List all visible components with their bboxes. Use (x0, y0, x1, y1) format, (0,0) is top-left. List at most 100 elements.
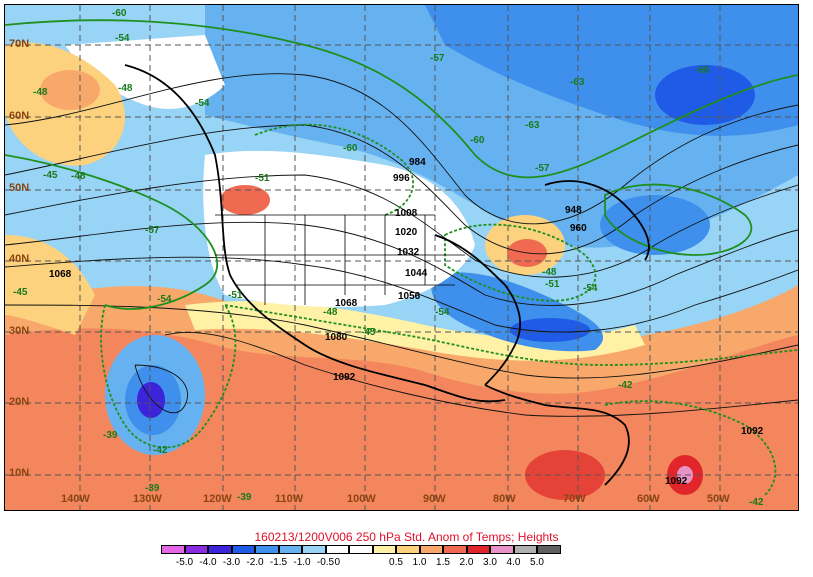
anomaly-label: -42 (618, 380, 633, 391)
colorbar-label: -5.0 (175, 557, 194, 568)
anomaly-contour-1 (5, 19, 798, 179)
lat-label: 30N (9, 325, 30, 337)
lat-label: 60N (9, 110, 30, 122)
anomaly-label: -54 (435, 307, 450, 318)
height-contour-3 (5, 174, 798, 278)
height-contour-low (134, 364, 188, 414)
anomaly-label: -57 (535, 163, 550, 174)
anomaly-contour-5 (444, 223, 597, 302)
anomaly-label: -54 (195, 98, 210, 109)
colorbar (161, 545, 561, 554)
lat-label: 50N (9, 182, 30, 194)
anomaly-label: -54 (115, 33, 130, 44)
anomaly-label: -54 (583, 283, 598, 294)
anomaly-label: -45 (13, 287, 28, 298)
anomaly-label: -63 (570, 77, 585, 88)
colorbar-swatch (443, 545, 467, 554)
colorbar-swatch (302, 545, 326, 554)
height-contour-2 (5, 124, 798, 255)
anomaly-label: -45 (43, 170, 58, 181)
lon-label: 90W (423, 493, 446, 505)
anomaly-label: -48 (542, 267, 557, 278)
colorbar-swatch (231, 545, 255, 554)
anomaly-contour-4 (224, 304, 798, 366)
cold-atlantic-low (600, 195, 710, 255)
cold-east-core (510, 318, 590, 342)
height-contour-4 (5, 221, 798, 306)
warm-alaska-core (40, 70, 100, 110)
lon-label: 70W (563, 493, 586, 505)
anomaly-label: -57 (145, 225, 160, 236)
height-label: 1032 (397, 247, 420, 258)
lon-label: 50W (707, 493, 730, 505)
coastline-canada-east (544, 180, 650, 261)
height-label: 1044 (405, 268, 428, 279)
colorbar-swatch (396, 545, 420, 554)
height-label: 1068 (335, 298, 358, 309)
colorbar-swatch (278, 545, 302, 554)
colorbar-label: 0.5 (389, 557, 403, 568)
anomaly-label: -51 (255, 173, 270, 184)
lat-label: 70N (9, 38, 30, 50)
colorbar-label: 4.0 (506, 557, 521, 568)
map-canvas (5, 5, 798, 510)
height-label: 1020 (395, 227, 418, 238)
height-contour-5 (5, 256, 798, 333)
anomaly-label: -51 (228, 290, 243, 301)
colorbar-label: -2.0 (246, 557, 264, 568)
height-label: 960 (570, 223, 587, 234)
height-label: 1080 (325, 332, 348, 343)
colorbar-swatch (466, 545, 490, 554)
anomaly-label: -45 (361, 327, 376, 338)
anomaly-label: -60 (470, 135, 485, 146)
height-label: 948 (565, 205, 582, 216)
anomaly-label: -39 (103, 430, 118, 441)
anomaly-label: -57 (430, 53, 445, 64)
height-contour-1 (5, 73, 798, 225)
anomaly-label: -39 (237, 492, 252, 503)
colorbar-swatch (325, 545, 349, 554)
lon-label: 120W (203, 493, 232, 505)
anomaly-label: -42 (749, 497, 764, 508)
weather-map: 70N 60N 50N 40N 30N 20N 10N 140W 130W 12… (4, 4, 799, 511)
height-label: 1092 (665, 476, 688, 487)
lat-label: 10N (9, 467, 30, 479)
height-label: 1092 (741, 426, 764, 437)
anomaly-contour-7 (254, 123, 414, 216)
colorbar-label: 3.0 (483, 557, 497, 568)
lon-label: 140W (61, 493, 90, 505)
height-contours (5, 73, 798, 417)
height-contour-7 (164, 331, 798, 417)
anomaly-label: -48 (118, 83, 133, 94)
anomaly-label: -63 (525, 120, 540, 131)
anomaly-contour-3 (100, 304, 237, 449)
colorbar-swatch (490, 545, 514, 554)
coastline-gulf-caribbean (484, 384, 630, 486)
height-label: 1068 (49, 269, 72, 280)
colorbar-swatch (208, 545, 232, 554)
colorbar-swatch (537, 545, 561, 554)
anomaly-label: -60 (695, 65, 710, 76)
lon-label: 80W (493, 493, 516, 505)
height-label: 1008 (395, 208, 418, 219)
map-title: 160213/1200V006 250 hPa Std. Anom of Tem… (254, 530, 559, 544)
anomaly-contour-6 (604, 183, 753, 256)
colorbar-label: -4.0 (199, 557, 217, 568)
anomaly-label: -42 (153, 445, 168, 456)
height-label: 984 (409, 157, 426, 168)
height-label: 1056 (398, 291, 421, 302)
colorbar-swatch (419, 545, 443, 554)
height-label: 996 (393, 173, 410, 184)
border-states-horizontal (215, 254, 465, 286)
height-label: 1092 (333, 372, 356, 383)
lon-label: 100W (347, 493, 376, 505)
cold-low-center (137, 382, 165, 418)
colorbar-swatch (349, 545, 373, 554)
anomaly-label: -60 (343, 143, 358, 154)
lat-label: 40N (9, 253, 30, 265)
anomaly-label: -60 (112, 8, 127, 19)
warm-west-pacific (5, 235, 95, 335)
colorbar-label: -0.5 (316, 557, 335, 568)
height-contour-6 (5, 304, 798, 379)
